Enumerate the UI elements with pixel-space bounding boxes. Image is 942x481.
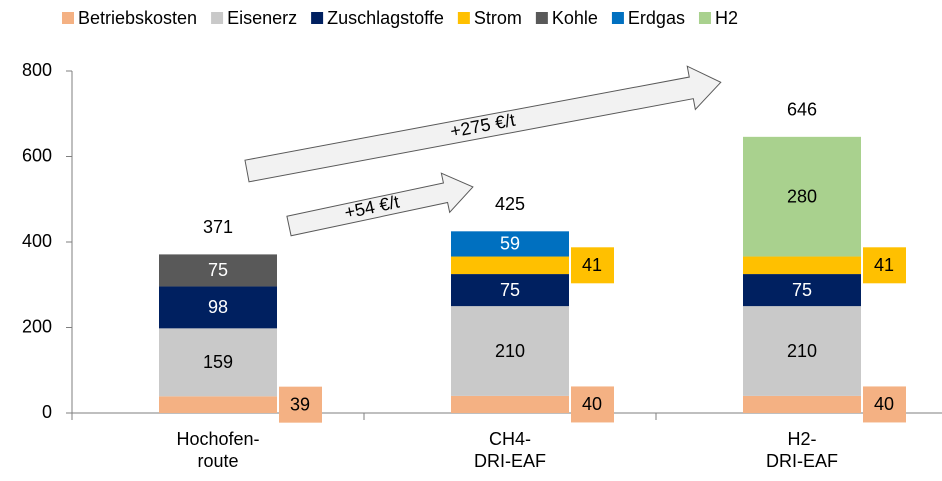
arrow: +54 €/t xyxy=(286,172,474,237)
bar-segment xyxy=(159,396,277,413)
legend-swatch xyxy=(698,12,711,24)
value-label: 40 xyxy=(582,394,602,414)
total-label: 425 xyxy=(495,194,525,214)
bar-segment xyxy=(743,306,861,396)
value-label: 280 xyxy=(787,186,817,206)
bar-segment xyxy=(743,136,861,257)
bar-segment xyxy=(159,328,277,397)
value-label: 39 xyxy=(290,394,310,414)
bar-segment xyxy=(451,256,569,275)
value-label: 210 xyxy=(495,341,525,361)
legend-swatch xyxy=(311,12,324,24)
x-tick-label: Hochofen- route xyxy=(176,429,260,471)
x-tick-label: CH4- DRI-EAF xyxy=(474,429,546,471)
value-label: 75 xyxy=(500,280,520,300)
value-label-box xyxy=(279,386,322,423)
legend-label: Betriebskosten xyxy=(78,8,197,28)
bar-segment xyxy=(451,274,569,307)
value-label-box xyxy=(571,247,614,284)
value-label: 159 xyxy=(203,352,233,372)
bar-segment xyxy=(159,254,277,287)
value-label-box xyxy=(863,386,906,423)
legend-label: Erdgas xyxy=(628,8,685,28)
bar-segment xyxy=(743,274,861,307)
total-label: 371 xyxy=(203,217,233,237)
y-tick-label: 600 xyxy=(22,145,52,165)
y-tick-label: 800 xyxy=(22,60,52,80)
value-label: 75 xyxy=(208,260,228,280)
bar-segment xyxy=(743,395,861,413)
value-label: 59 xyxy=(500,234,520,254)
value-label-box xyxy=(571,386,614,423)
value-label: 75 xyxy=(792,280,812,300)
value-label: 98 xyxy=(208,297,228,317)
bar-segment xyxy=(743,256,861,275)
total-label: 646 xyxy=(787,100,817,120)
value-label: 41 xyxy=(874,255,894,275)
legend-label: Eisenerz xyxy=(227,8,297,28)
legend-label: H2 xyxy=(715,8,738,28)
value-label: 41 xyxy=(582,255,602,275)
value-label: 210 xyxy=(787,341,817,361)
legend-label: Zuschlagstoffe xyxy=(327,8,444,28)
bar-segment xyxy=(451,395,569,413)
legend-label: Strom xyxy=(474,8,522,28)
y-tick-label: 400 xyxy=(22,231,52,251)
y-tick-label: 200 xyxy=(22,316,52,336)
legend-swatch xyxy=(611,12,624,24)
legend-swatch xyxy=(457,12,470,24)
value-label: 40 xyxy=(874,394,894,414)
legend-swatch xyxy=(535,12,548,24)
value-label-box xyxy=(863,247,906,284)
legend-swatch xyxy=(62,12,74,24)
bar-segment xyxy=(451,306,569,396)
bar-segment xyxy=(159,286,277,329)
bar-segment xyxy=(451,231,569,257)
y-tick-label: 0 xyxy=(42,402,52,422)
legend-label: Kohle xyxy=(552,8,598,28)
arrow: +275 €/t xyxy=(244,65,722,183)
x-tick-label: H2- DRI-EAF xyxy=(766,429,838,471)
legend-swatch xyxy=(211,12,224,24)
